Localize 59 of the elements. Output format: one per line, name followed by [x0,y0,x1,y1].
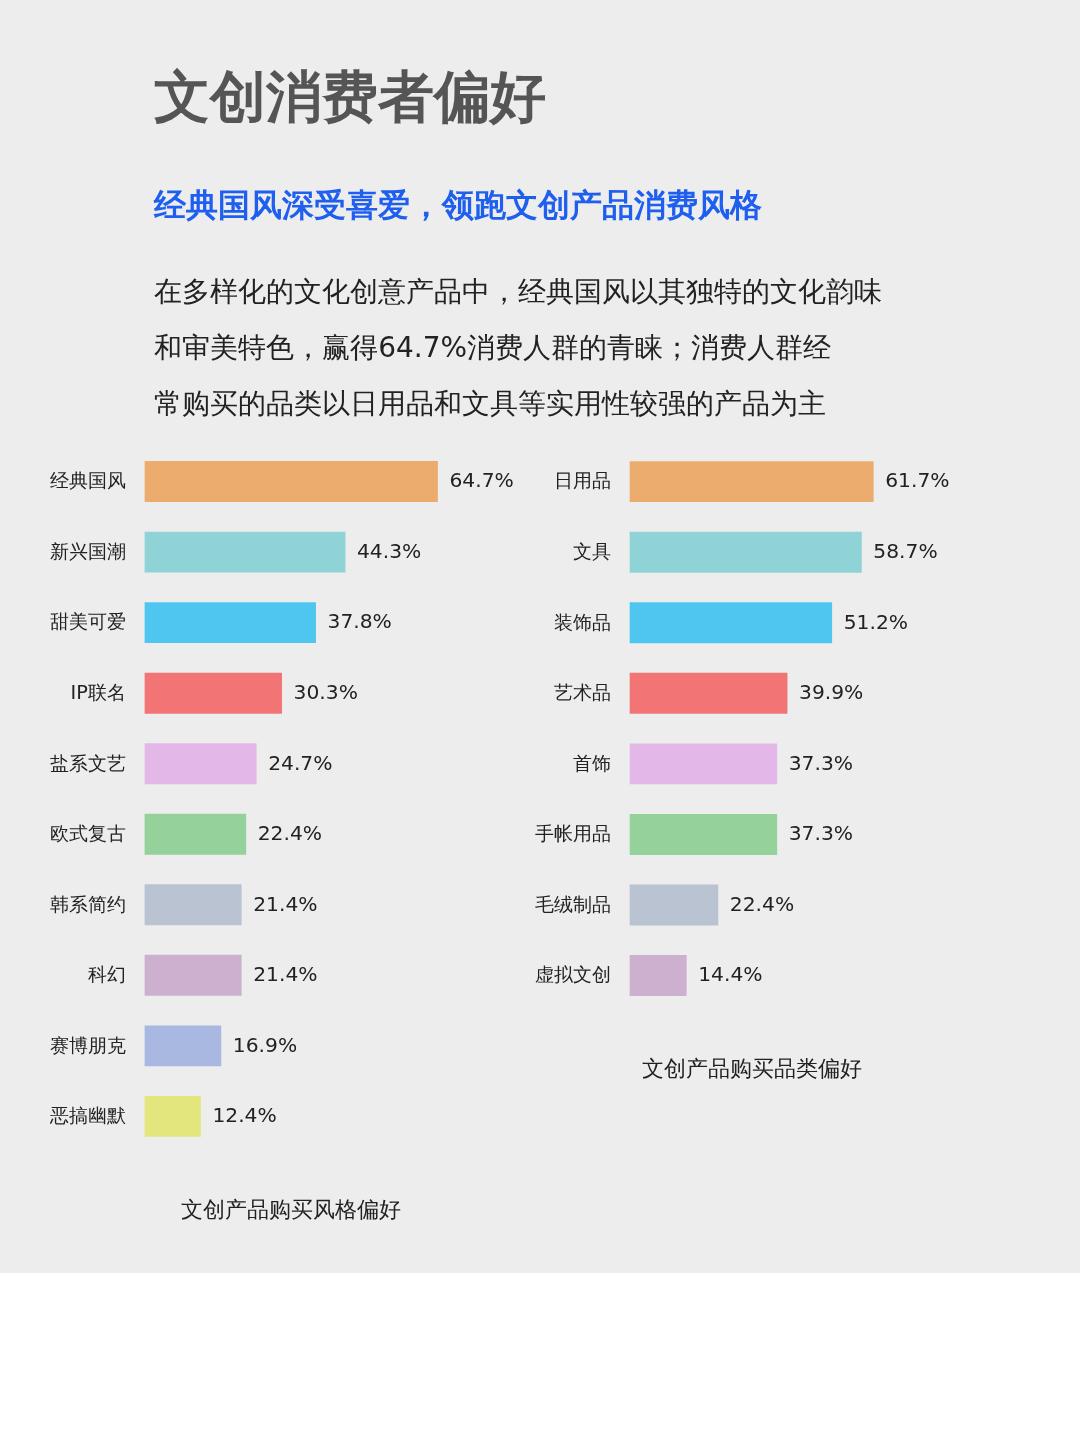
data-label: 21.4% [253,962,318,987]
bar [629,531,862,573]
y-tick-label: 文具 [572,539,611,563]
y-tick-label: 韩系简约 [49,892,126,916]
y-tick-label: 甜美可爱 [49,610,126,634]
text: 经典国风深受喜爱，领跑文创产品消费风格 [153,185,763,224]
data-label: 22.4% [257,821,323,846]
bar [629,461,874,503]
y-tick-label: 盐系文艺 [49,751,126,775]
data-label: 12.4% [212,1103,277,1128]
bar [144,954,242,996]
data-label: 58.7% [873,538,938,563]
data-label: 37.3% [788,750,854,775]
bar [144,531,346,573]
data-label: 51.2% [843,609,909,634]
bar [144,672,282,714]
y-tick-label: 首饰 [572,751,611,775]
text: 文创产品购买风格偏好 [181,1195,402,1222]
y-tick-label: 手帐用品 [534,822,611,846]
bar [629,672,788,714]
data-label: 37.8% [327,609,392,634]
text: 文创产品购买品类偏好 [641,1054,862,1081]
bar [144,1025,222,1067]
y-tick-label: 虚拟文创 [534,963,611,987]
bar [144,813,247,855]
y-tick-label: 恶搞幽默 [48,1104,126,1128]
data-label: 39.9% [799,680,864,705]
y-tick-label: 新兴国潮 [49,539,126,563]
y-tick-label: 毛绒制品 [534,892,611,916]
data-label: 16.9% [232,1032,298,1057]
bar [629,743,778,785]
text: 文创消费者偏好 [154,64,547,130]
text: 在多样化的文化创意产品中，经典国风以其独特的文化韵味和审美特色，赢得64.7%消费人群的青睐；消费人群经常购买的品类以日用品和文具等实用性较强的产品为主 [154,275,883,421]
bar [629,955,687,997]
data-label: 44.3% [356,538,422,563]
data-label: 22.4% [729,891,795,916]
y-tick-label: 欧式复古 [49,822,126,846]
data-label: 64.7% [449,468,514,493]
data-label: 37.3% [788,821,854,846]
data-label: 21.4% [253,891,318,916]
y-tick-label: 装饰品 [553,610,611,634]
bar [629,602,833,644]
bar [629,884,719,926]
bar [144,743,257,785]
bar [629,813,778,855]
data-label: 14.4% [698,962,763,987]
bar [144,602,316,644]
data-label: 61.7% [885,468,950,493]
bar [144,1095,201,1137]
y-tick-label: 科幻 [87,963,126,987]
data-label: 30.3% [293,679,358,704]
bar [144,884,242,926]
y-tick-label: 赛博朋克 [49,1033,126,1057]
y-tick-label: 经典国风 [49,469,126,493]
data-label: 24.7% [268,750,333,775]
y-tick-label: 艺术品 [553,681,611,705]
bar [144,461,438,503]
y-tick-label: IP联名 [70,680,126,704]
y-tick-label: 日用品 [553,469,611,493]
